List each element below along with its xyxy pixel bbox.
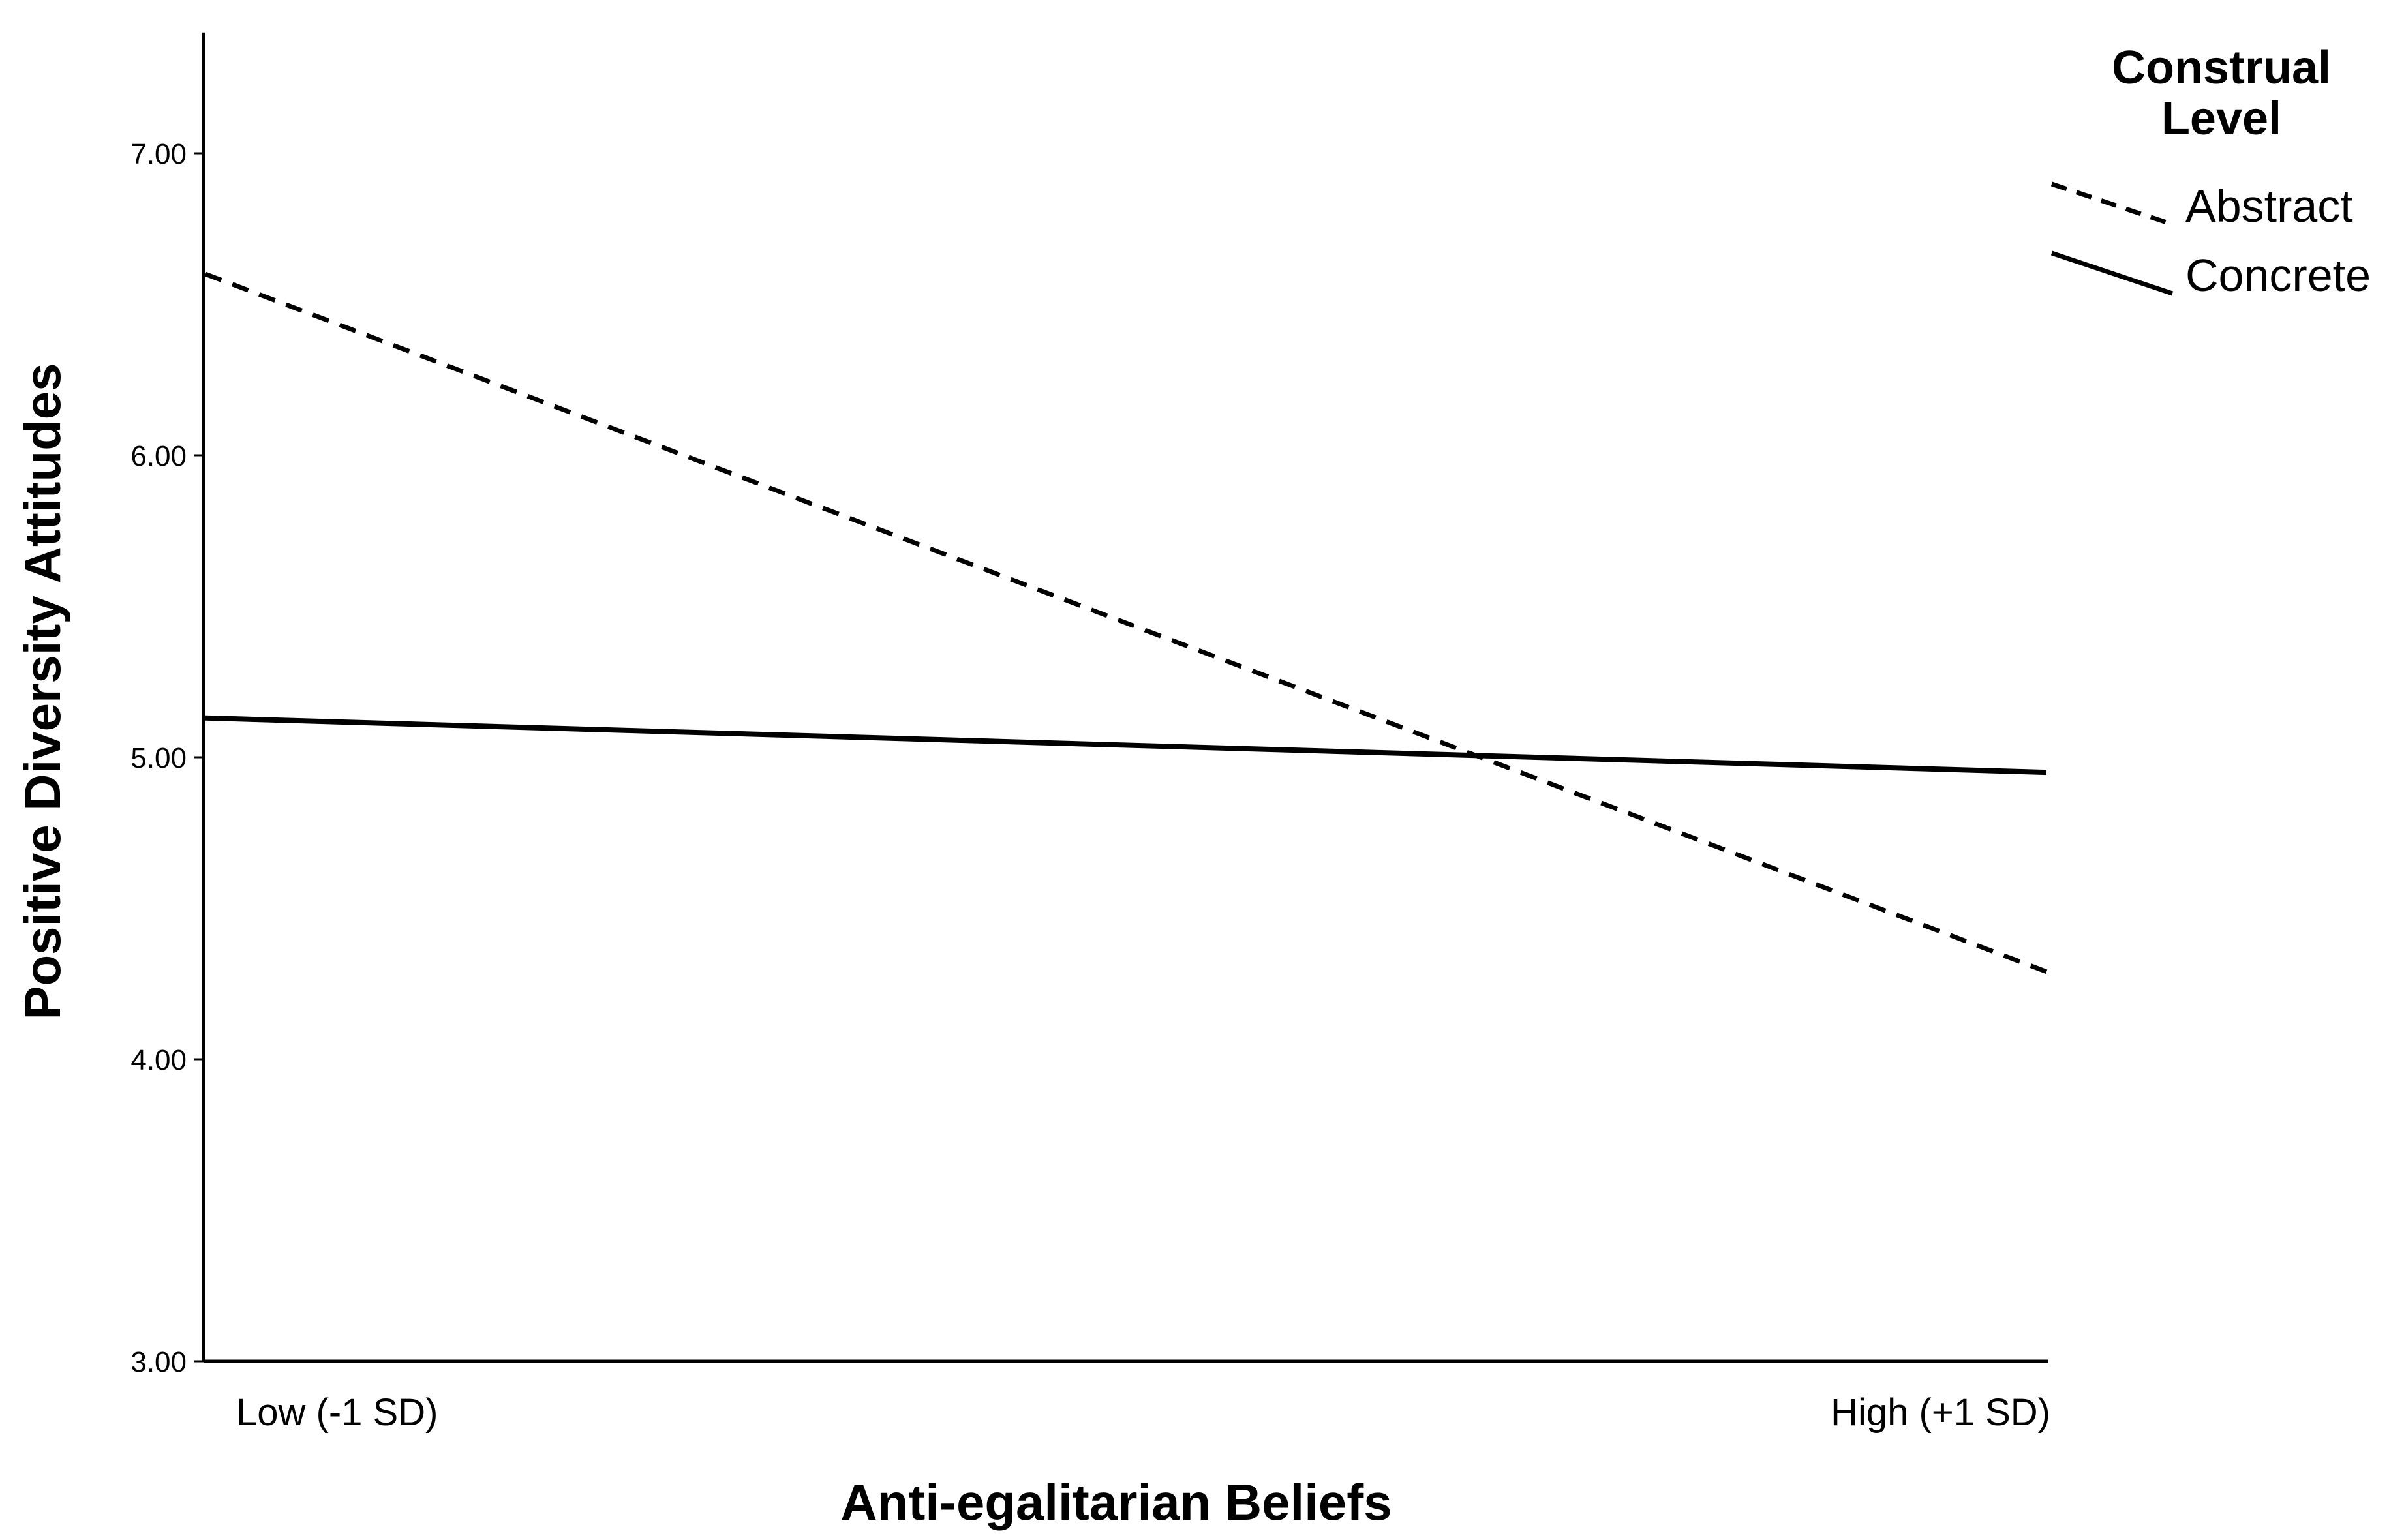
y-tick-label: 4.00	[130, 1044, 187, 1076]
series-lines	[204, 271, 2048, 974]
legend-label-abstract: Abstract	[2185, 181, 2353, 232]
legend-title-line-1: Construal	[2112, 42, 2331, 94]
y-axis-title: Positive Diversity Attitudes	[14, 363, 71, 1019]
y-tick-label: 5.00	[130, 742, 187, 774]
axes	[202, 32, 2048, 1363]
legend-swatch-concrete	[2050, 250, 2174, 296]
x-tick-label: High (+1 SD)	[1831, 1391, 2050, 1434]
legend-swatch-abstract	[2050, 181, 2174, 227]
x-ticks: Low (-1 SD) High (+1 SD)	[236, 1391, 2050, 1434]
series-line-abstract	[204, 271, 2048, 974]
legend-label-concrete: Concrete	[2185, 250, 2371, 301]
y-tick-label: 6.00	[130, 440, 187, 472]
y-tick-label: 3.00	[130, 1346, 187, 1378]
y-ticks: 3.00 4.00 5.00 6.00 7.00	[130, 138, 204, 1378]
x-tick-label: Low (-1 SD)	[236, 1391, 438, 1434]
legend-title-line-2: Level	[2161, 93, 2281, 145]
legend-items: Abstract Concrete	[2050, 181, 2371, 301]
x-axis-title: Anti-egalitarian Beliefs	[840, 1473, 1392, 1531]
legend: Construal Level Abstract Concrete	[2050, 42, 2371, 301]
y-tick-label: 7.00	[130, 138, 187, 170]
series-line-concrete	[205, 715, 2047, 776]
